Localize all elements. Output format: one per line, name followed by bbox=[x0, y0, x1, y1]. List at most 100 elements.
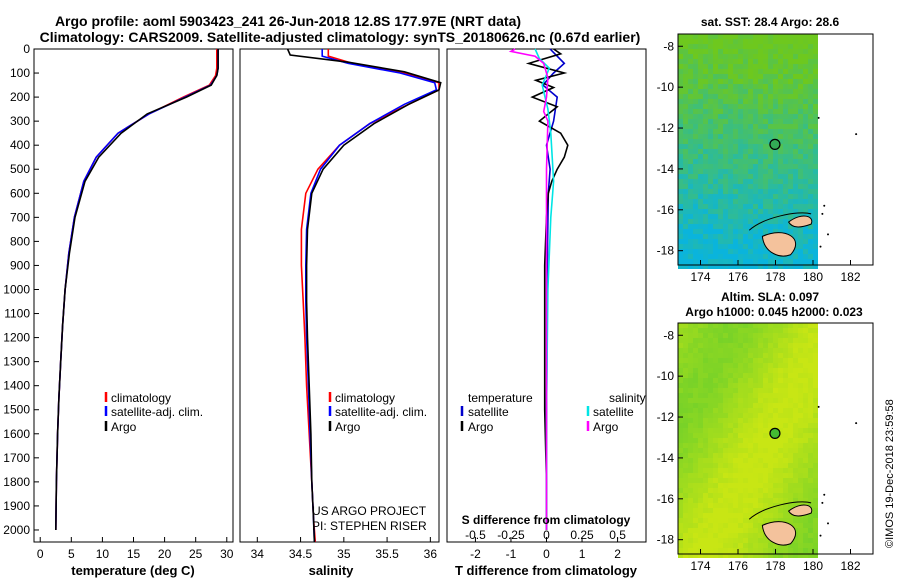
heatmap-cell bbox=[718, 244, 723, 249]
heatmap-cell bbox=[813, 229, 818, 234]
heatmap-cell bbox=[723, 478, 728, 483]
heatmap-cell bbox=[728, 398, 733, 403]
heatmap-cell bbox=[683, 478, 688, 483]
heatmap-cell bbox=[718, 398, 723, 403]
heatmap-cell bbox=[718, 64, 723, 69]
heatmap-cell bbox=[718, 458, 723, 463]
heatmap-cell bbox=[808, 39, 813, 44]
heatmap-cell bbox=[703, 64, 708, 69]
heatmap-cell bbox=[698, 144, 703, 149]
heatmap-cell bbox=[718, 124, 723, 129]
heatmap-cell bbox=[743, 154, 748, 159]
heatmap-cell bbox=[773, 543, 778, 548]
heatmap-cell bbox=[758, 533, 763, 538]
heatmap-cell bbox=[808, 343, 813, 348]
heatmap-cell bbox=[723, 388, 728, 393]
heatmap-cell bbox=[753, 74, 758, 79]
heatmap-cell bbox=[803, 383, 808, 388]
small-island bbox=[823, 493, 826, 496]
heatmap-cell bbox=[763, 194, 768, 199]
heatmap-cell bbox=[743, 109, 748, 114]
heatmap-cell bbox=[698, 473, 703, 478]
heatmap-cell bbox=[728, 513, 733, 518]
heatmap-cell bbox=[773, 388, 778, 393]
heatmap-cell bbox=[763, 428, 768, 433]
heatmap-cell bbox=[798, 249, 803, 254]
heatmap-cell bbox=[733, 478, 738, 483]
heatmap-cell bbox=[798, 358, 803, 363]
heatmap-cell bbox=[788, 548, 793, 553]
heatmap-cell bbox=[693, 503, 698, 508]
heatmap-cell bbox=[718, 169, 723, 174]
heatmap-cell bbox=[698, 49, 703, 54]
heatmap-cell bbox=[718, 433, 723, 438]
heatmap-cell bbox=[678, 503, 683, 508]
heatmap-cell bbox=[703, 378, 708, 383]
heatmap-cell bbox=[718, 423, 723, 428]
heatmap-cell bbox=[798, 478, 803, 483]
heatmap-cell bbox=[783, 503, 788, 508]
heatmap-cell bbox=[743, 463, 748, 468]
heatmap-cell bbox=[743, 338, 748, 343]
heatmap-cell bbox=[738, 508, 743, 513]
heatmap-cell bbox=[758, 418, 763, 423]
heatmap-cell bbox=[688, 99, 693, 104]
heatmap-cell bbox=[718, 109, 723, 114]
heatmap-cell bbox=[698, 363, 703, 368]
heatmap-cell bbox=[768, 134, 773, 139]
heatmap-cell bbox=[753, 114, 758, 119]
heatmap-cell bbox=[728, 194, 733, 199]
heatmap-cell bbox=[813, 343, 818, 348]
heatmap-cell bbox=[778, 159, 783, 164]
heatmap-cell bbox=[718, 264, 723, 269]
heatmap-cell bbox=[783, 378, 788, 383]
heatmap-cell bbox=[698, 433, 703, 438]
heatmap-cell bbox=[768, 323, 773, 328]
heatmap-cell bbox=[808, 328, 813, 333]
heatmap-cell bbox=[713, 69, 718, 74]
heatmap-cell bbox=[678, 403, 683, 408]
heatmap-cell bbox=[713, 49, 718, 54]
heatmap-cell bbox=[728, 433, 733, 438]
heatmap-cell bbox=[693, 229, 698, 234]
heatmap-cell bbox=[748, 348, 753, 353]
heatmap-cell bbox=[708, 189, 713, 194]
heatmap-cell bbox=[748, 408, 753, 413]
heatmap-cell bbox=[763, 124, 768, 129]
heatmap-cell bbox=[783, 264, 788, 269]
heatmap-cell bbox=[718, 493, 723, 498]
heatmap-cell bbox=[813, 403, 818, 408]
heatmap-cell bbox=[803, 473, 808, 478]
heatmap-cell bbox=[693, 69, 698, 74]
heatmap-cell bbox=[713, 403, 718, 408]
heatmap-cell bbox=[788, 259, 793, 264]
heatmap-cell bbox=[683, 503, 688, 508]
heatmap-cell bbox=[693, 164, 698, 169]
heatmap-cell bbox=[678, 159, 683, 164]
salinity-tick-label: 35.5 bbox=[375, 547, 399, 561]
heatmap-cell bbox=[763, 59, 768, 64]
heatmap-cell bbox=[773, 508, 778, 513]
heatmap-cell bbox=[768, 79, 773, 84]
heatmap-cell bbox=[708, 79, 713, 84]
heatmap-cell bbox=[683, 99, 688, 104]
heatmap-cell bbox=[793, 478, 798, 483]
heatmap-cell bbox=[763, 348, 768, 353]
heatmap-cell bbox=[708, 423, 713, 428]
s-diff-tick-label: -0.5 bbox=[465, 528, 486, 542]
depth-tick-label: 1000 bbox=[3, 282, 30, 296]
heatmap-cell bbox=[703, 373, 708, 378]
heatmap-cell bbox=[778, 333, 783, 338]
heatmap-cell bbox=[718, 428, 723, 433]
heatmap-cell bbox=[688, 219, 693, 224]
heatmap-cell bbox=[703, 498, 708, 503]
heatmap-cell bbox=[678, 199, 683, 204]
heatmap-cell bbox=[768, 383, 773, 388]
heatmap-cell bbox=[763, 99, 768, 104]
heatmap-cell bbox=[703, 418, 708, 423]
heatmap-cell bbox=[688, 343, 693, 348]
heatmap-cell bbox=[723, 219, 728, 224]
heatmap-cell bbox=[788, 463, 793, 468]
heatmap-cell bbox=[728, 423, 733, 428]
heatmap-cell bbox=[733, 453, 738, 458]
